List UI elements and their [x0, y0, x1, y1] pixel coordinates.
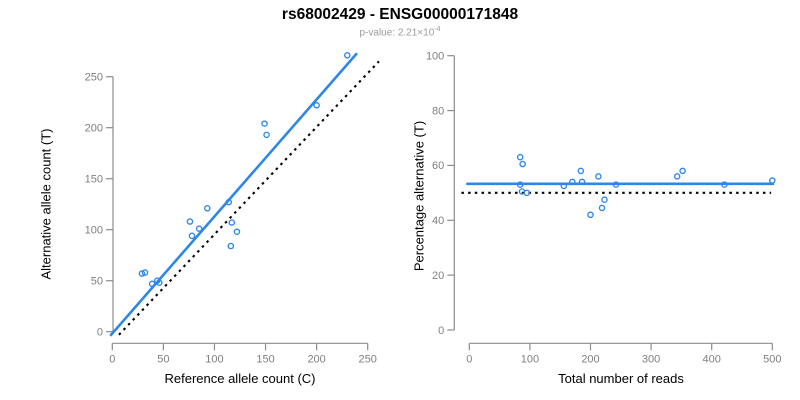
right-y-axis-label: Percentage alternative (T) — [411, 120, 427, 272]
identity-diagonal-line — [118, 60, 380, 336]
y-tick-label: 0 — [438, 325, 444, 337]
data-point — [227, 242, 235, 250]
x-tick-label: 200 — [307, 353, 325, 365]
left-plot: 0 50 100 150 200 250 0 50 100 150 200 250 — [85, 52, 380, 365]
x-tick-label: 400 — [703, 353, 721, 365]
data-point — [516, 153, 524, 161]
data-point — [263, 131, 270, 139]
data-point — [228, 219, 236, 226]
data-point — [156, 279, 163, 287]
right-x-axis-label: Total number of reads — [558, 371, 684, 386]
data-point — [601, 196, 608, 203]
data-point — [595, 173, 602, 180]
data-point — [769, 177, 776, 184]
data-point — [188, 232, 196, 240]
x-tick-label: 100 — [521, 353, 539, 365]
data-point — [673, 173, 681, 180]
x-tick-label: 250 — [359, 353, 377, 365]
y-tick-label: 150 — [85, 174, 103, 186]
data-point — [578, 178, 586, 186]
data-point — [612, 181, 620, 188]
data-point — [233, 228, 241, 236]
x-tick-label: 200 — [581, 353, 599, 365]
data-point — [577, 167, 585, 175]
x-tick-label: 0 — [109, 353, 115, 365]
x-tick-label: 50 — [157, 353, 169, 365]
y-tick-label: 40 — [432, 215, 444, 227]
data-point — [516, 181, 524, 188]
data-point — [261, 120, 268, 127]
y-tick-label: 100 — [426, 51, 444, 63]
left-x-axis-label: Reference allele count (C) — [164, 371, 316, 386]
x-tick-label: 0 — [466, 353, 472, 365]
y-tick-label: 60 — [432, 160, 444, 172]
pvalue-exponent: -4 — [434, 26, 441, 33]
right-plot: 0 100 200 300 400 500 0 20 40 60 80 100 — [426, 51, 782, 366]
data-point — [195, 225, 203, 232]
y-tick-label: 50 — [91, 276, 103, 288]
subtitle-pvalue: p-value: 2.21×10-4 — [0, 26, 800, 38]
x-tick-label: 100 — [205, 353, 223, 365]
y-tick-label: 200 — [85, 123, 103, 135]
y-tick-label: 20 — [432, 270, 444, 282]
y-tick-label: 0 — [97, 327, 103, 339]
x-tick-label: 500 — [763, 353, 781, 365]
x-tick-label: 150 — [256, 353, 274, 365]
data-point — [721, 181, 728, 188]
data-point — [679, 167, 686, 175]
left-y-axis-label: Alternative allele count (T) — [38, 128, 54, 280]
x-tick-label: 300 — [642, 353, 660, 365]
data-point — [523, 189, 531, 197]
data-point — [313, 101, 320, 109]
data-point — [343, 52, 351, 59]
data-point — [560, 182, 568, 190]
data-point — [138, 270, 146, 277]
data-point — [225, 198, 233, 206]
y-tick-label: 80 — [432, 105, 444, 117]
y-tick-label: 100 — [85, 225, 103, 237]
regression-fit-line — [109, 52, 358, 337]
figure-title: rs68002429 - ENSG00000171848 — [281, 6, 519, 23]
data-point — [519, 160, 526, 168]
data-point — [598, 204, 606, 212]
data-point — [204, 205, 211, 212]
data-point — [569, 178, 576, 186]
y-tick-label: 250 — [85, 72, 103, 84]
data-point — [141, 269, 149, 276]
data-point — [148, 280, 156, 288]
data-point — [587, 211, 594, 219]
data-point — [186, 218, 194, 225]
pvalue-base: p-value: 2.21×10 — [359, 27, 435, 39]
